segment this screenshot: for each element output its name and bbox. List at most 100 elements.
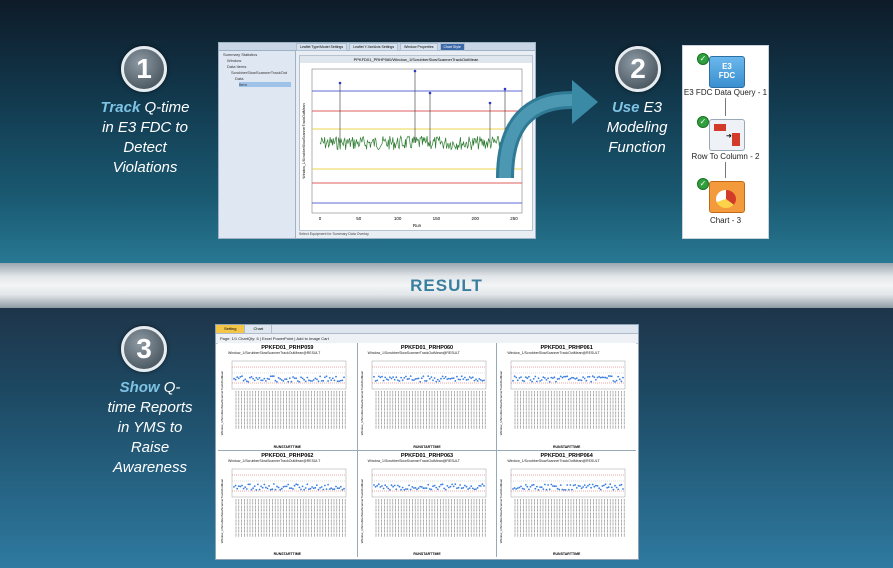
data-point: [237, 377, 240, 380]
data-point: [537, 377, 540, 380]
data-point: [603, 376, 606, 379]
data-point: [560, 375, 563, 378]
tree-item[interactable]: Item: [239, 82, 291, 87]
data-point: [304, 380, 307, 383]
data-point: [563, 375, 566, 378]
fdc-trend-chart: PPKFD01_PRHP060/Window_1/ScrubberSlowSca…: [299, 55, 533, 231]
report-chart-plot: Window_1/ScrubberSlowScannerTrackOutMean: [220, 468, 347, 543]
data-point: [455, 486, 458, 489]
data-point: [447, 377, 450, 380]
x-tick-label: 100: [394, 216, 402, 221]
data-point: [553, 484, 556, 487]
row-to-column-icon[interactable]: ➜: [709, 119, 745, 151]
data-point: [239, 376, 242, 378]
tab-chart[interactable]: Chart: [245, 325, 273, 333]
tab-leaflet-type[interactable]: Leaflet Type/Model Settings: [296, 43, 348, 51]
data-point: [269, 375, 272, 378]
data-point: [430, 488, 432, 490]
data-point: [595, 378, 598, 381]
data-point: [300, 488, 302, 490]
data-point: [298, 486, 301, 488]
data-point: [482, 484, 485, 487]
data-point: [439, 377, 442, 380]
data-point: [444, 488, 447, 490]
data-point: [398, 380, 401, 382]
data-point: [406, 487, 409, 490]
tree-item[interactable]: Window: [227, 58, 242, 63]
report-y-axis-label: Window_1/ScrubberSlowScannerTrackOutMean: [220, 370, 224, 435]
data-point: [399, 376, 402, 379]
y-axis-label: Window_1/ScrubberSlowScannerTrackOutMean: [302, 103, 306, 178]
report-chart-plot: Window_1/ScrubberSlowScannerTrackOutMean: [360, 360, 486, 435]
data-point: [525, 376, 528, 378]
data-point: [545, 488, 548, 491]
spike-point: [338, 81, 342, 85]
data-point: [531, 380, 534, 383]
data-point: [428, 487, 431, 490]
data-point: [339, 485, 342, 488]
data-point: [390, 483, 393, 486]
data-point: [280, 379, 283, 381]
data-point: [452, 485, 455, 487]
data-point: [325, 487, 328, 490]
data-point: [438, 380, 440, 382]
data-point: [581, 486, 583, 489]
data-point: [571, 488, 574, 490]
data-point: [285, 378, 288, 380]
tab-leaflet-axis[interactable]: Leaflet Y-Var/Axis Settings: [349, 43, 399, 51]
step-1-badge: 1: [121, 46, 167, 92]
data-point: [276, 485, 278, 487]
data-point: [234, 378, 237, 381]
data-point: [542, 376, 545, 379]
data-point: [555, 380, 558, 383]
data-point: [609, 482, 612, 485]
report-y-axis-label: Window_1/ScrubberSlowScannerTrackOutMean: [499, 478, 503, 543]
data-point: [468, 376, 471, 378]
report-chart-legend: Window_1/ScrubberSlowScannerTrackOutMean…: [507, 458, 600, 463]
data-point: [322, 379, 325, 382]
data-point: [525, 483, 528, 486]
data-point: [479, 484, 482, 487]
data-point: [395, 376, 397, 379]
data-point: [411, 379, 413, 381]
data-point: [549, 487, 551, 490]
data-point: [444, 376, 447, 378]
step-2-highlight: Use: [611, 99, 640, 116]
data-point: [377, 482, 380, 485]
data-point: [557, 378, 559, 380]
tree-item[interactable]: Data Items: [227, 64, 247, 69]
data-point: [418, 485, 421, 487]
data-point: [566, 483, 569, 486]
data-point: [568, 488, 571, 491]
summary-tree[interactable]: Summary Statistics Window Data Items Scr…: [219, 51, 296, 238]
tab-chart-style[interactable]: Chart Style: [439, 43, 465, 51]
data-point: [241, 375, 243, 378]
data-point: [331, 487, 334, 490]
data-point: [412, 379, 415, 381]
e3-fdc-icon[interactable]: E3 FDC: [709, 56, 745, 88]
data-point: [469, 484, 472, 487]
chart-icon[interactable]: [709, 181, 745, 213]
data-point: [553, 376, 556, 379]
tree-item[interactable]: Summary Statistics: [223, 52, 258, 57]
tree-item[interactable]: Data: [235, 76, 244, 81]
tree-item[interactable]: ScrubberSlowScannerTrackOut: [231, 70, 288, 75]
data-point: [458, 378, 461, 381]
data-point: [404, 375, 407, 378]
status-bar: Select Equipment for Summary Data Overla…: [299, 232, 369, 236]
data-point: [257, 378, 259, 381]
tab-window-properties[interactable]: Window Properties: [400, 43, 438, 51]
flow-arrow-icon: [496, 80, 598, 179]
data-point: [539, 485, 542, 488]
data-point: [375, 484, 378, 487]
result-title: RESULT: [410, 276, 483, 295]
data-point: [606, 377, 609, 379]
data-point: [612, 380, 615, 382]
data-point: [534, 375, 537, 378]
data-point: [422, 375, 424, 378]
tab-setting[interactable]: Setting: [216, 325, 246, 333]
data-point: [476, 486, 479, 489]
plot-frame: [371, 360, 486, 390]
data-point: [541, 379, 543, 381]
data-point: [439, 483, 442, 486]
